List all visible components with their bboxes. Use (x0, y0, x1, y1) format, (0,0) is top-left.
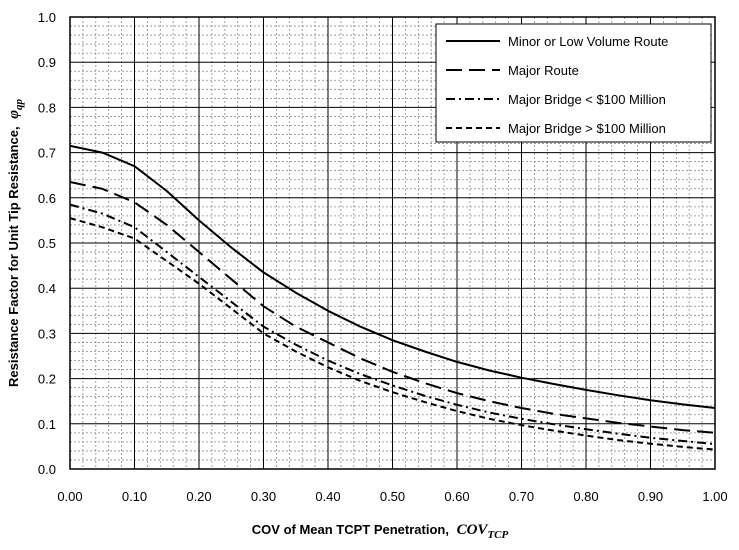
x-axis-symbol: COV (457, 522, 490, 538)
y-tick-label: 0.3 (38, 326, 56, 341)
y-tick-label: 0.8 (38, 100, 56, 115)
series-line-3 (69, 203, 716, 446)
y-tick-label: 0.6 (38, 191, 56, 206)
y-axis-symbol: φ (6, 110, 22, 119)
series-line-1 (69, 144, 716, 409)
y-tick-label: 0.2 (38, 372, 56, 387)
x-tick-label: 0.40 (315, 489, 340, 504)
x-tick-label: 0.80 (573, 489, 598, 504)
x-tick-label: 1.00 (702, 489, 727, 504)
x-tick-label: 0.20 (186, 489, 211, 504)
y-tick-label: 0.7 (38, 146, 56, 161)
x-tick-label: 0.10 (122, 489, 147, 504)
x-tick-label: 0.60 (444, 489, 469, 504)
x-tick-labels: 0.00 0.10 0.20 0.30 0.40 0.50 0.60 0.70 0.80 0.90… (57, 489, 727, 504)
x-tick-label: 0.00 (57, 489, 82, 504)
y-axis-title: Resistance Factor for Unit Tip Resistanc… (6, 99, 25, 387)
legend-label-3: Major Bridge < $100 Million (508, 92, 666, 107)
y-tick-labels: 0.0 0.1 0.2 0.3 0.4 0.5 0.6 0.7 0.8 0.9 1.0 (38, 10, 56, 477)
x-tick-label: 0.90 (638, 489, 663, 504)
series-line-2 (69, 181, 716, 434)
y-tick-label: 0.4 (38, 281, 56, 296)
x-tick-label: 0.30 (251, 489, 276, 504)
x-axis-title: COV of Mean TCPT Penetration, COVTCP (252, 522, 509, 541)
y-tick-label: 1.0 (38, 10, 56, 25)
y-tick-label: 0.9 (38, 55, 56, 70)
y-tick-label: 0.1 (38, 417, 56, 432)
x-axis-title-text: COV of Mean TCPT Penetration, (252, 522, 449, 537)
y-axis-subscript: qp (13, 99, 25, 111)
y-axis-title-text: Resistance Factor for Unit Tip Resistanc… (6, 126, 21, 387)
legend-box (435, 23, 712, 143)
y-tick-label: 0.5 (38, 236, 56, 251)
legend: Minor or Low Volume Route Major Route Majo… (435, 23, 712, 143)
legend-label-4: Major Bridge > $100 Million (508, 121, 666, 136)
series-layer (69, 144, 716, 451)
legend-label-2: Major Route (508, 63, 579, 78)
x-tick-label: 0.50 (380, 489, 405, 504)
major-gridlines (70, 17, 715, 469)
x-axis-subscript: TCP (487, 529, 508, 541)
series-line-4 (69, 217, 716, 451)
legend-label-1: Minor or Low Volume Route (508, 34, 668, 49)
y-tick-label: 0.0 (38, 462, 56, 477)
plot-border (69, 16, 716, 470)
x-tick-label: 0.70 (509, 489, 534, 504)
